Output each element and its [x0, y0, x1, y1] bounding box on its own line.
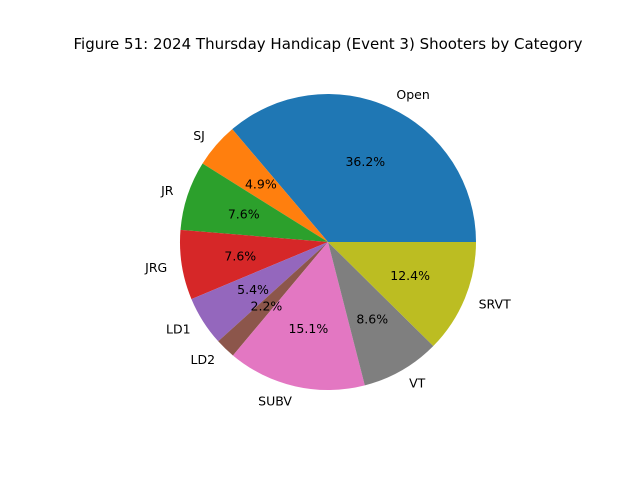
pie-slices [179, 93, 477, 390]
pie-slice-sj [202, 129, 328, 242]
slice-label-ld1: LD1 [166, 322, 191, 337]
pie-slice-ld2 [218, 242, 328, 356]
slice-percent-ld2: 2.2% [251, 298, 283, 313]
pie-slice-jrg [179, 229, 328, 300]
pie-labels: Open 36.2% SJ 4.9% JR 7.6% JRG 7.6% LD1 5.4% LD2 2.… [144, 87, 511, 409]
slice-label-vt: VT [409, 376, 426, 391]
slice-label-open: Open [396, 87, 429, 102]
slice-percent-open: 36.2% [345, 154, 385, 169]
pie-slice-vt [328, 242, 434, 386]
slice-percent-vt: 8.6% [356, 311, 388, 326]
slice-label-jrg: JRG [144, 260, 167, 275]
slice-percent-sj: 4.9% [245, 176, 277, 191]
slice-percent-jrg: 7.6% [224, 248, 256, 263]
slice-percent-srvt: 12.4% [390, 268, 430, 283]
slice-label-srvt: SRVT [479, 296, 511, 311]
chart-title: Figure 51: 2024 Thursday Handicap (Event… [73, 35, 582, 53]
slice-label-jr: JR [160, 183, 174, 198]
pie-slice-open [232, 93, 477, 242]
slice-percent-ld1: 5.4% [237, 282, 269, 297]
pie-slice-ld1 [191, 242, 328, 342]
pie-slice-jr [180, 163, 328, 242]
slice-percent-jr: 7.6% [228, 207, 260, 222]
pie-slice-subv [232, 242, 365, 390]
slice-label-subv: SUBV [258, 393, 292, 408]
slice-label-sj: SJ [193, 128, 205, 143]
slice-label-ld2: LD2 [191, 352, 216, 367]
slice-percent-subv: 15.1% [288, 321, 328, 336]
pie-slice-srvt [328, 242, 476, 346]
